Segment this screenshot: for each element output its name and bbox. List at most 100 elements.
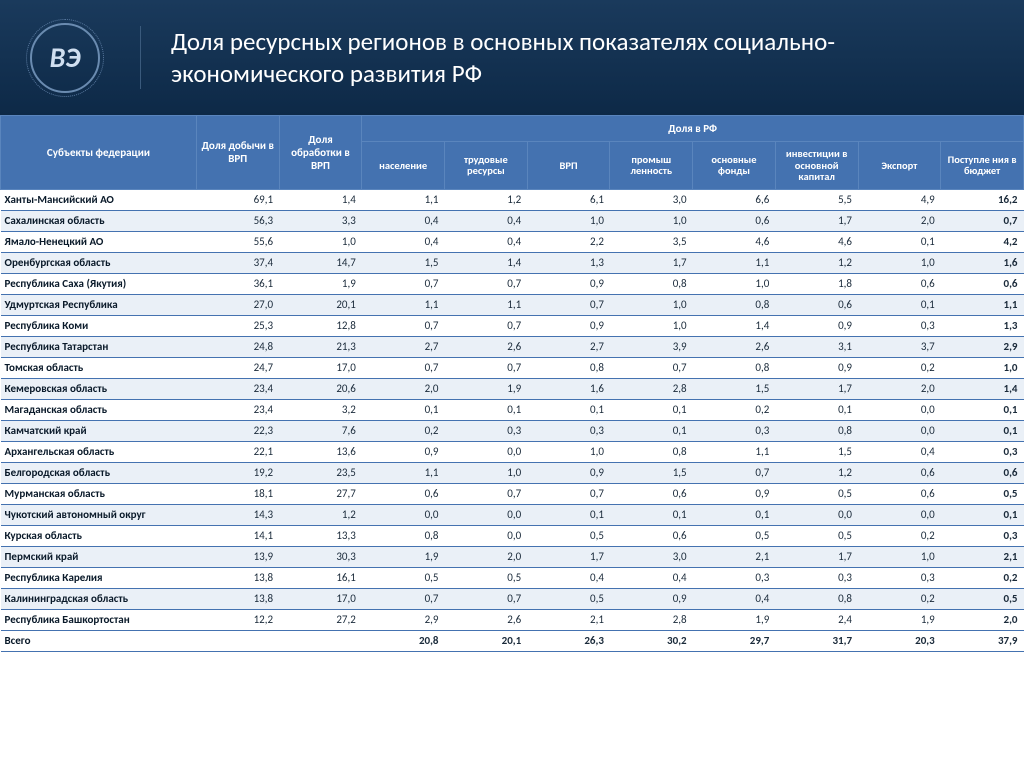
value-cell: 1,1 — [362, 294, 445, 315]
value-cell: 0,0 — [775, 504, 858, 525]
value-cell: 1,0 — [858, 546, 941, 567]
table-body: Ханты-Мансийский АО69,11,41,11,26,13,06,… — [1, 189, 1024, 651]
region-name: Республика Башкортостан — [1, 609, 197, 630]
value-cell: 0,2 — [941, 567, 1024, 588]
value-cell: 21,3 — [279, 336, 362, 357]
table-row: Ханты-Мансийский АО69,11,41,11,26,13,06,… — [1, 189, 1024, 210]
value-cell: 27,2 — [279, 609, 362, 630]
value-cell: 2,1 — [693, 546, 776, 567]
value-cell: 0,6 — [610, 483, 693, 504]
value-cell: 1,0 — [610, 294, 693, 315]
value-cell: 0,9 — [775, 357, 858, 378]
value-cell: 0,2 — [858, 588, 941, 609]
value-cell: 23,5 — [279, 462, 362, 483]
table-row: Оренбургская область37,414,71,51,41,31,7… — [1, 252, 1024, 273]
value-cell: 0,1 — [858, 231, 941, 252]
value-cell: 0,1 — [941, 399, 1024, 420]
value-cell: 0,5 — [775, 483, 858, 504]
value-cell: 0,1 — [858, 294, 941, 315]
table-row: Чукотский автономный округ14,31,20,00,00… — [1, 504, 1024, 525]
value-cell: 0,3 — [693, 420, 776, 441]
col-group-rf: Доля в РФ — [362, 116, 1024, 142]
value-cell: 0,3 — [693, 567, 776, 588]
total-cell: 20,3 — [858, 630, 941, 651]
value-cell: 14,7 — [279, 252, 362, 273]
value-cell: 0,0 — [858, 399, 941, 420]
table-row: Республика Карелия13,816,10,50,50,40,40,… — [1, 567, 1024, 588]
value-cell: 0,7 — [941, 210, 1024, 231]
value-cell: 2,9 — [941, 336, 1024, 357]
page-title: Доля ресурсных регионов в основных показ… — [140, 26, 1004, 89]
table-row: Республика Саха (Якутия)36,11,90,70,70,9… — [1, 273, 1024, 294]
total-cell: 26,3 — [527, 630, 610, 651]
value-cell: 0,0 — [445, 441, 528, 462]
value-cell: 1,2 — [445, 189, 528, 210]
value-cell: 2,6 — [693, 336, 776, 357]
value-cell: 0,8 — [693, 294, 776, 315]
table-row: Архангельская область22,113,60,90,01,00,… — [1, 441, 1024, 462]
value-cell: 0,5 — [445, 567, 528, 588]
value-cell: 1,2 — [279, 504, 362, 525]
region-name: Республика Коми — [1, 315, 197, 336]
value-cell: 0,7 — [445, 588, 528, 609]
value-cell: 0,7 — [693, 462, 776, 483]
value-cell: 0,6 — [610, 525, 693, 546]
total-label: Всего — [1, 630, 197, 651]
value-cell: 0,0 — [445, 504, 528, 525]
value-cell: 0,1 — [445, 399, 528, 420]
table-row: Томская область24,717,00,70,70,80,70,80,… — [1, 357, 1024, 378]
value-cell: 0,2 — [858, 357, 941, 378]
value-cell: 0,8 — [362, 525, 445, 546]
value-cell: 1,6 — [941, 252, 1024, 273]
value-cell: 0,1 — [941, 504, 1024, 525]
value-cell: 1,5 — [775, 441, 858, 462]
value-cell: 69,1 — [196, 189, 279, 210]
value-cell: 0,4 — [858, 441, 941, 462]
value-cell: 1,9 — [445, 378, 528, 399]
region-name: Ямало-Ненецкий АО — [1, 231, 197, 252]
value-cell: 2,1 — [941, 546, 1024, 567]
value-cell: 2,4 — [775, 609, 858, 630]
value-cell: 1,1 — [362, 462, 445, 483]
region-name: Республика Саха (Якутия) — [1, 273, 197, 294]
value-cell: 0,9 — [527, 315, 610, 336]
total-cell — [279, 630, 362, 651]
table-row: Мурманская область18,127,70,60,70,70,60,… — [1, 483, 1024, 504]
value-cell: 0,1 — [527, 504, 610, 525]
value-cell: 0,8 — [775, 588, 858, 609]
value-cell: 1,4 — [279, 189, 362, 210]
region-name: Республика Карелия — [1, 567, 197, 588]
value-cell: 0,7 — [362, 357, 445, 378]
value-cell: 0,7 — [362, 588, 445, 609]
value-cell: 20,1 — [279, 294, 362, 315]
col-processing: Доля обработки в ВРП — [279, 116, 362, 190]
value-cell: 1,2 — [775, 462, 858, 483]
value-cell: 0,8 — [527, 357, 610, 378]
region-name: Камчатский край — [1, 420, 197, 441]
value-cell: 1,0 — [527, 210, 610, 231]
region-name: Белгородская область — [1, 462, 197, 483]
value-cell: 14,1 — [196, 525, 279, 546]
table-row: Пермский край13,930,31,92,01,73,02,11,71… — [1, 546, 1024, 567]
value-cell: 0,9 — [775, 315, 858, 336]
value-cell: 2,0 — [858, 210, 941, 231]
region-name: Архангельская область — [1, 441, 197, 462]
value-cell: 2,9 — [362, 609, 445, 630]
value-cell: 0,4 — [362, 210, 445, 231]
value-cell: 3,9 — [610, 336, 693, 357]
value-cell: 0,3 — [858, 567, 941, 588]
value-cell: 3,3 — [279, 210, 362, 231]
value-cell: 7,6 — [279, 420, 362, 441]
col-grp: ВРП — [527, 142, 610, 190]
value-cell: 0,9 — [610, 588, 693, 609]
value-cell: 0,3 — [775, 567, 858, 588]
value-cell: 0,7 — [362, 315, 445, 336]
value-cell: 0,6 — [941, 462, 1024, 483]
value-cell: 3,2 — [279, 399, 362, 420]
value-cell: 0,0 — [858, 504, 941, 525]
value-cell: 16,1 — [279, 567, 362, 588]
col-industry: промыш ленность — [610, 142, 693, 190]
value-cell: 24,7 — [196, 357, 279, 378]
value-cell: 1,1 — [693, 441, 776, 462]
col-subject: Субъекты федерации — [1, 116, 197, 190]
